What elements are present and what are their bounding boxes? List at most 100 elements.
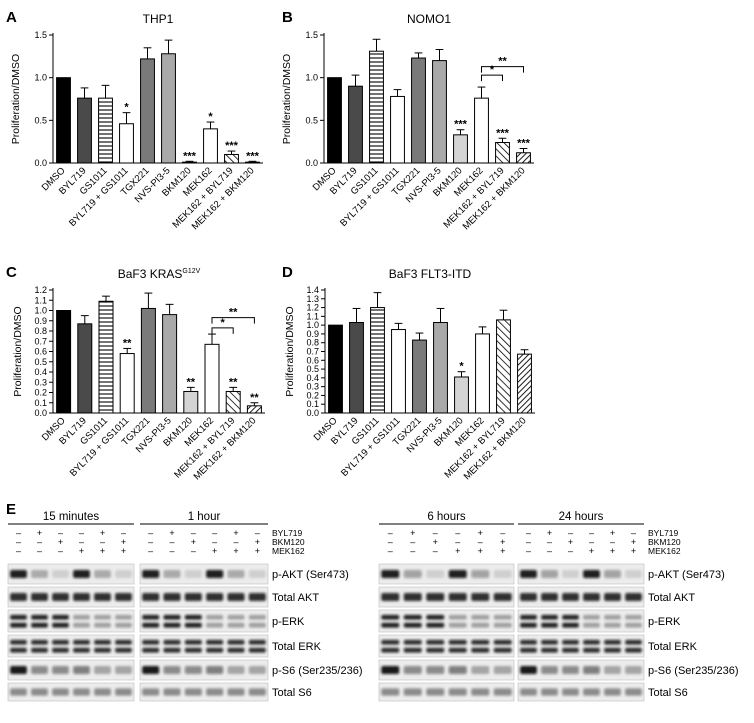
treatment-sign: + xyxy=(410,528,415,538)
blot-band xyxy=(115,622,132,628)
treatment-sign: – xyxy=(478,537,483,547)
y-tick-label: 0.0 xyxy=(34,408,47,418)
treatment-sign: + xyxy=(568,537,573,547)
blot-band xyxy=(184,688,202,696)
blot-band xyxy=(10,688,27,696)
blot-group: 6 hours– + – – + –– – + – – +– – – + + + xyxy=(378,511,515,702)
blot-band xyxy=(31,647,48,653)
significance-label: * xyxy=(208,111,213,123)
blot-band xyxy=(94,647,111,653)
blot-band xyxy=(206,639,224,645)
blot-strip xyxy=(378,682,515,702)
blot-band xyxy=(604,647,621,653)
blot-band xyxy=(227,622,245,628)
blot-band xyxy=(227,570,245,578)
blot-band xyxy=(448,622,467,628)
protein-label: Total ERK xyxy=(272,641,322,653)
blot-strip xyxy=(139,682,269,702)
blot-band xyxy=(163,639,181,645)
bar xyxy=(204,343,220,414)
blot-band xyxy=(562,647,579,653)
treatment-sign: – xyxy=(388,537,393,547)
blot-band xyxy=(31,666,48,674)
blot-band xyxy=(625,593,642,601)
blot-band xyxy=(115,570,132,578)
treatment-label: BKM120 xyxy=(648,537,681,547)
treatment-sign: – xyxy=(631,528,636,538)
protein-label: Total AKT xyxy=(272,592,319,604)
significance-label: *** xyxy=(225,140,239,152)
y-tick-label: 0.4 xyxy=(306,373,319,383)
treatment-sign: – xyxy=(610,537,615,547)
y-tick-label: 0.6 xyxy=(34,347,47,357)
bar xyxy=(140,58,155,164)
blot-band xyxy=(184,666,202,674)
blot-band xyxy=(163,570,181,578)
y-tick-label: 0.9 xyxy=(306,329,319,339)
bar xyxy=(224,153,239,164)
blot-band xyxy=(583,614,600,620)
blot-band xyxy=(94,570,111,578)
y-tick-label: 1.0 xyxy=(305,73,318,83)
treatment-sign: – xyxy=(148,546,153,556)
y-tick-label: 0.8 xyxy=(306,338,319,348)
bar xyxy=(327,77,342,164)
blot-band xyxy=(206,688,224,696)
treatment-sign: – xyxy=(169,537,174,547)
blot-band xyxy=(381,647,400,653)
chart-title: THP1 xyxy=(143,12,174,26)
bar xyxy=(98,300,114,414)
blot-band xyxy=(493,622,512,628)
blot-band xyxy=(448,614,467,620)
bar xyxy=(474,97,489,164)
treatment-sign: – xyxy=(526,546,531,556)
blot-band xyxy=(471,570,490,578)
treatment-sign: – xyxy=(433,528,438,538)
bar xyxy=(119,353,135,414)
y-tick-label: 0.6 xyxy=(306,355,319,365)
treatment-sign: – xyxy=(212,528,217,538)
blot-band xyxy=(248,639,266,645)
blot-band xyxy=(115,647,132,653)
blot-band xyxy=(227,614,245,620)
treatment-sign: – xyxy=(547,546,552,556)
treatment-sign: – xyxy=(58,546,63,556)
blot-band xyxy=(115,688,132,696)
bar xyxy=(390,95,405,164)
blot-band xyxy=(52,666,69,674)
blot-band xyxy=(52,639,69,645)
blot-band xyxy=(562,622,579,628)
treatment-sign: + xyxy=(255,546,260,556)
blot-band xyxy=(115,666,132,674)
blot-band xyxy=(163,647,181,653)
y-tick-label: 0.0 xyxy=(34,158,47,168)
blot-band xyxy=(583,622,600,628)
bar xyxy=(225,390,241,414)
bar xyxy=(183,390,199,414)
chart-title: NOMO1 xyxy=(407,12,451,26)
bar xyxy=(475,333,490,414)
blot-band xyxy=(541,570,558,578)
bar xyxy=(454,376,469,414)
treatment-sign: + xyxy=(255,537,260,547)
blot-band xyxy=(520,666,537,674)
panel-label: A xyxy=(6,9,17,26)
protein-label: p-S6 (Ser235/236) xyxy=(648,665,739,677)
treatment-sign: + xyxy=(500,537,505,547)
y-tick-label: 0.9 xyxy=(34,316,47,326)
blot-band xyxy=(381,593,400,601)
blot-band xyxy=(142,647,160,653)
significance-label: ** xyxy=(250,392,259,404)
blot-strip xyxy=(378,586,515,608)
blot-band xyxy=(248,666,266,674)
y-tick-label: 0.1 xyxy=(306,399,319,409)
blot-strip xyxy=(378,659,515,681)
blot-band xyxy=(562,666,579,674)
blot-band xyxy=(10,593,27,601)
chart-C: C BaF3 KRASG12V0.00.10.20.30.40.50.60.70.… xyxy=(6,264,265,482)
treatment-sign: + xyxy=(478,546,483,556)
bracket-label: * xyxy=(220,317,225,329)
blot-strip xyxy=(7,682,135,702)
blot-band xyxy=(163,622,181,628)
